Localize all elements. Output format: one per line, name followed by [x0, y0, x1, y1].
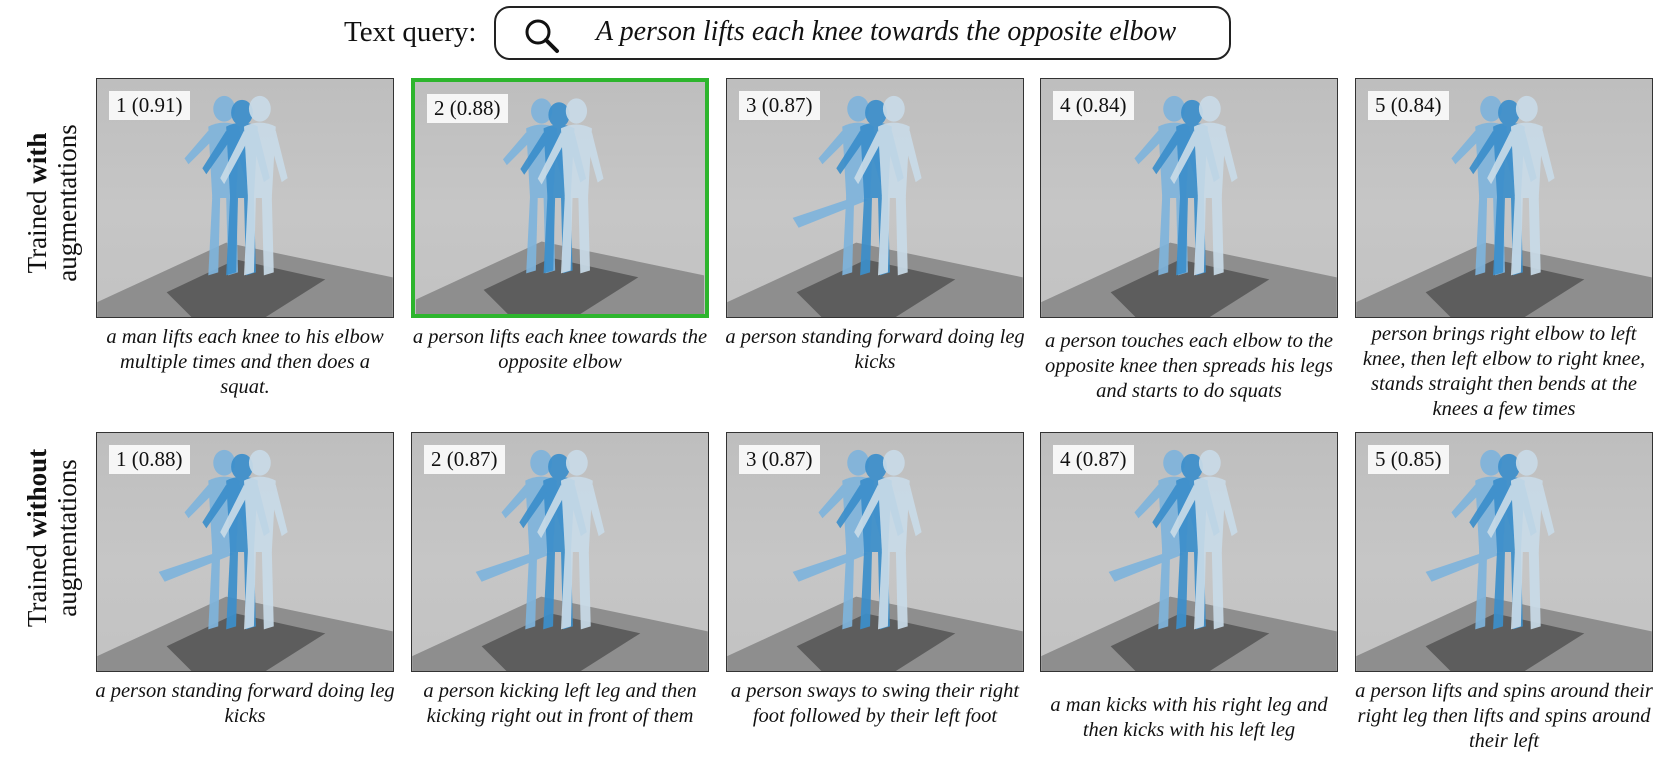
rank-score-label: 5 (0.84) — [1368, 91, 1449, 120]
motion-render-image — [727, 449, 1023, 671]
result-caption: a person standing forward doing leg kick… — [95, 680, 395, 727]
result-panel-with-rank-5[interactable]: 5 (0.84) — [1355, 78, 1653, 318]
result-panel-without-rank-5[interactable]: 5 (0.85) — [1355, 432, 1653, 672]
human-figure — [1170, 95, 1238, 276]
human-figure — [1487, 449, 1555, 630]
human-figure — [537, 449, 605, 630]
rank-score-label: 2 (0.88) — [427, 94, 508, 123]
human-figure — [1487, 95, 1555, 276]
floor-mat — [796, 613, 956, 671]
floor-mat — [481, 613, 641, 671]
floor-mat — [1110, 613, 1270, 671]
rank-score-label: 2 (0.87) — [424, 445, 505, 474]
human-figure — [1170, 449, 1238, 630]
human-figure — [854, 95, 922, 276]
row-label-with-augmentations: Trained with augmentations — [22, 124, 82, 282]
result-panel-without-rank-4[interactable]: 4 (0.87) — [1040, 432, 1338, 672]
result-caption: a person lifts and spins around their ri… — [1355, 680, 1653, 752]
motion-render-image — [97, 95, 393, 317]
rank-score-label: 3 (0.87) — [739, 91, 820, 120]
rank-score-label: 4 (0.84) — [1053, 91, 1134, 120]
result-caption: person brings right elbow to left knee, … — [1362, 323, 1646, 420]
result-panel-without-rank-2[interactable]: 2 (0.87) — [411, 432, 709, 672]
motion-render-image — [415, 98, 705, 314]
result-caption: a man lifts each knee to his elbow multi… — [106, 326, 384, 398]
floor-mat — [166, 259, 326, 317]
motion-render-image — [1356, 449, 1652, 671]
result-caption: a man kicks with his right leg and then … — [1050, 694, 1328, 741]
rank-score-label: 5 (0.85) — [1368, 445, 1449, 474]
motion-render-image — [97, 449, 393, 671]
search-box[interactable]: A person lifts each knee towards the opp… — [494, 6, 1231, 60]
result-panel-without-rank-3[interactable]: 3 (0.87) — [726, 432, 1024, 672]
row-label-without-augmentations: Trained without augmentations — [22, 448, 82, 628]
rank-score-label: 3 (0.87) — [739, 445, 820, 474]
result-panel-with-rank-2[interactable]: 2 (0.88) — [411, 78, 709, 318]
result-caption: a person touches each elbow to the oppos… — [1044, 330, 1334, 402]
result-caption: a person kicking left leg and then kicki… — [423, 680, 697, 727]
rank-score-label: 1 (0.91) — [109, 91, 190, 120]
result-panel-with-rank-1[interactable]: 1 (0.91) — [96, 78, 394, 318]
query-text: A person lifts each knee towards the opp… — [596, 16, 1177, 47]
motion-render-image — [1041, 449, 1337, 671]
rank-score-label: 1 (0.88) — [109, 445, 190, 474]
query-label: Text query: — [344, 16, 477, 48]
result-caption: a person sways to swing their right foot… — [730, 680, 1020, 727]
rank-score-label: 4 (0.87) — [1053, 445, 1134, 474]
result-caption: a person standing forward doing leg kick… — [725, 326, 1025, 373]
result-panel-without-rank-1[interactable]: 1 (0.88) — [96, 432, 394, 672]
floor-mat — [483, 257, 639, 314]
human-figure — [220, 449, 288, 630]
search-icon — [525, 19, 559, 53]
floor-mat — [1425, 613, 1585, 671]
text-query-row: Text query: A person lifts each knee tow… — [0, 0, 1661, 70]
human-figure — [854, 449, 922, 630]
result-panel-with-rank-3[interactable]: 3 (0.87) — [726, 78, 1024, 318]
floor-mat — [1110, 259, 1270, 317]
motion-render-image — [1041, 95, 1337, 317]
human-figure — [537, 98, 604, 274]
motion-render-image — [1356, 95, 1652, 317]
motion-render-image — [727, 95, 1023, 317]
result-caption: a person lifts each knee towards the opp… — [412, 326, 708, 373]
result-panel-with-rank-4[interactable]: 4 (0.84) — [1040, 78, 1338, 318]
floor-mat — [796, 259, 956, 317]
floor-mat — [166, 613, 326, 671]
floor-mat — [1425, 259, 1585, 317]
motion-render-image — [412, 449, 708, 671]
human-figure — [220, 95, 288, 276]
